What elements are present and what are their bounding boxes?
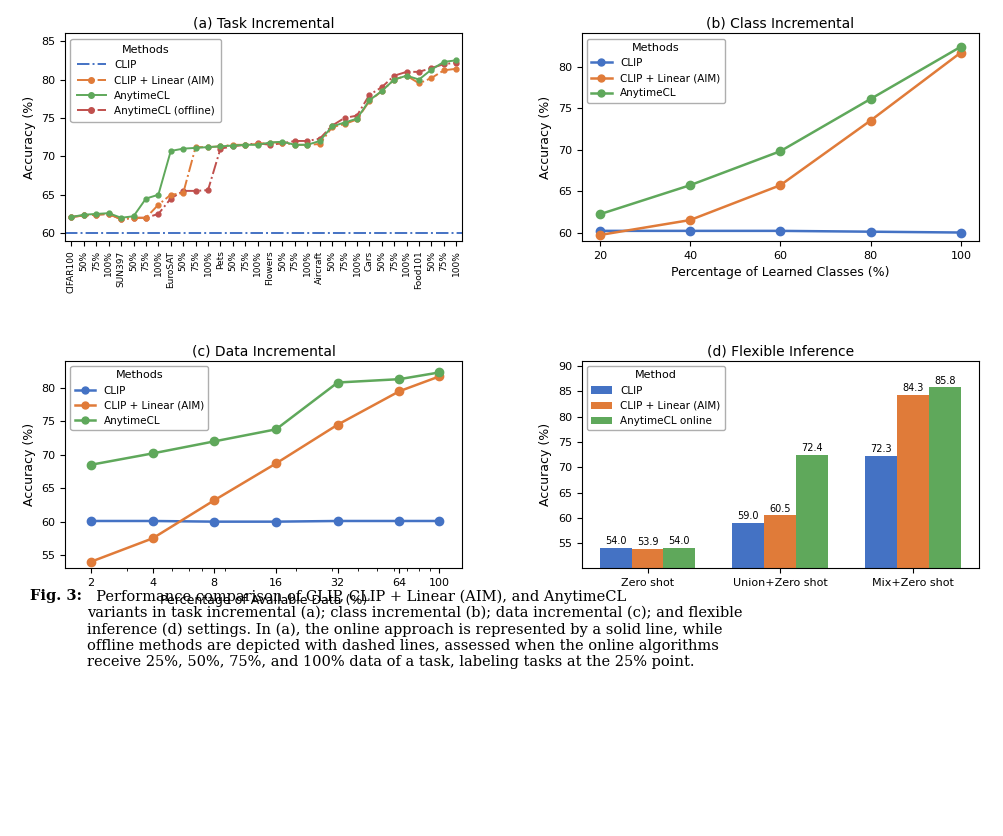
X-axis label: Percentage of Available Data (%): Percentage of Available Data (%) (160, 594, 367, 607)
Text: 54.0: 54.0 (604, 537, 626, 547)
Bar (663, 548, 695, 822)
Bar (795, 455, 827, 822)
Bar (763, 515, 795, 822)
Text: 59.0: 59.0 (737, 511, 758, 521)
Legend: CLIP, CLIP + Linear (AIM), AnytimeCL, AnytimeCL (offline): CLIP, CLIP + Linear (AIM), AnytimeCL, An… (70, 38, 221, 122)
Title: (c) Data Incremental: (c) Data Incremental (192, 344, 335, 359)
Y-axis label: Accuracy (%): Accuracy (%) (23, 423, 36, 507)
Title: (b) Class Incremental: (b) Class Incremental (705, 17, 854, 31)
Y-axis label: Accuracy (%): Accuracy (%) (23, 95, 36, 179)
Bar (897, 395, 928, 822)
Legend: CLIP, CLIP + Linear (AIM), AnytimeCL: CLIP, CLIP + Linear (AIM), AnytimeCL (70, 366, 208, 431)
Text: 72.4: 72.4 (800, 443, 822, 453)
Y-axis label: Accuracy (%): Accuracy (%) (539, 95, 552, 179)
Text: Fig. 3:: Fig. 3: (30, 589, 82, 604)
Legend: CLIP, CLIP + Linear (AIM), AnytimeCL: CLIP, CLIP + Linear (AIM), AnytimeCL (587, 38, 724, 103)
Bar (732, 523, 763, 822)
Bar (599, 548, 631, 822)
Text: 60.5: 60.5 (768, 503, 790, 513)
Y-axis label: Accuracy (%): Accuracy (%) (539, 423, 552, 507)
Title: (d) Flexible Inference: (d) Flexible Inference (706, 344, 853, 359)
Title: (a) Task Incremental: (a) Task Incremental (193, 17, 334, 31)
Text: 85.8: 85.8 (933, 375, 955, 385)
X-axis label: Percentage of Learned Classes (%): Percentage of Learned Classes (%) (670, 266, 889, 279)
Bar (928, 387, 960, 822)
Bar (865, 456, 897, 822)
Text: Performance comparison of CLIP, CLIP + Linear (AIM), and AnytimeCL
variants in t: Performance comparison of CLIP, CLIP + L… (87, 589, 742, 669)
Legend: CLIP, CLIP + Linear (AIM), AnytimeCL online: CLIP, CLIP + Linear (AIM), AnytimeCL onl… (587, 366, 724, 431)
Text: 54.0: 54.0 (668, 537, 689, 547)
Text: 72.3: 72.3 (870, 444, 891, 454)
Bar (631, 548, 663, 822)
Text: 53.9: 53.9 (636, 537, 658, 547)
Text: 84.3: 84.3 (902, 383, 923, 393)
